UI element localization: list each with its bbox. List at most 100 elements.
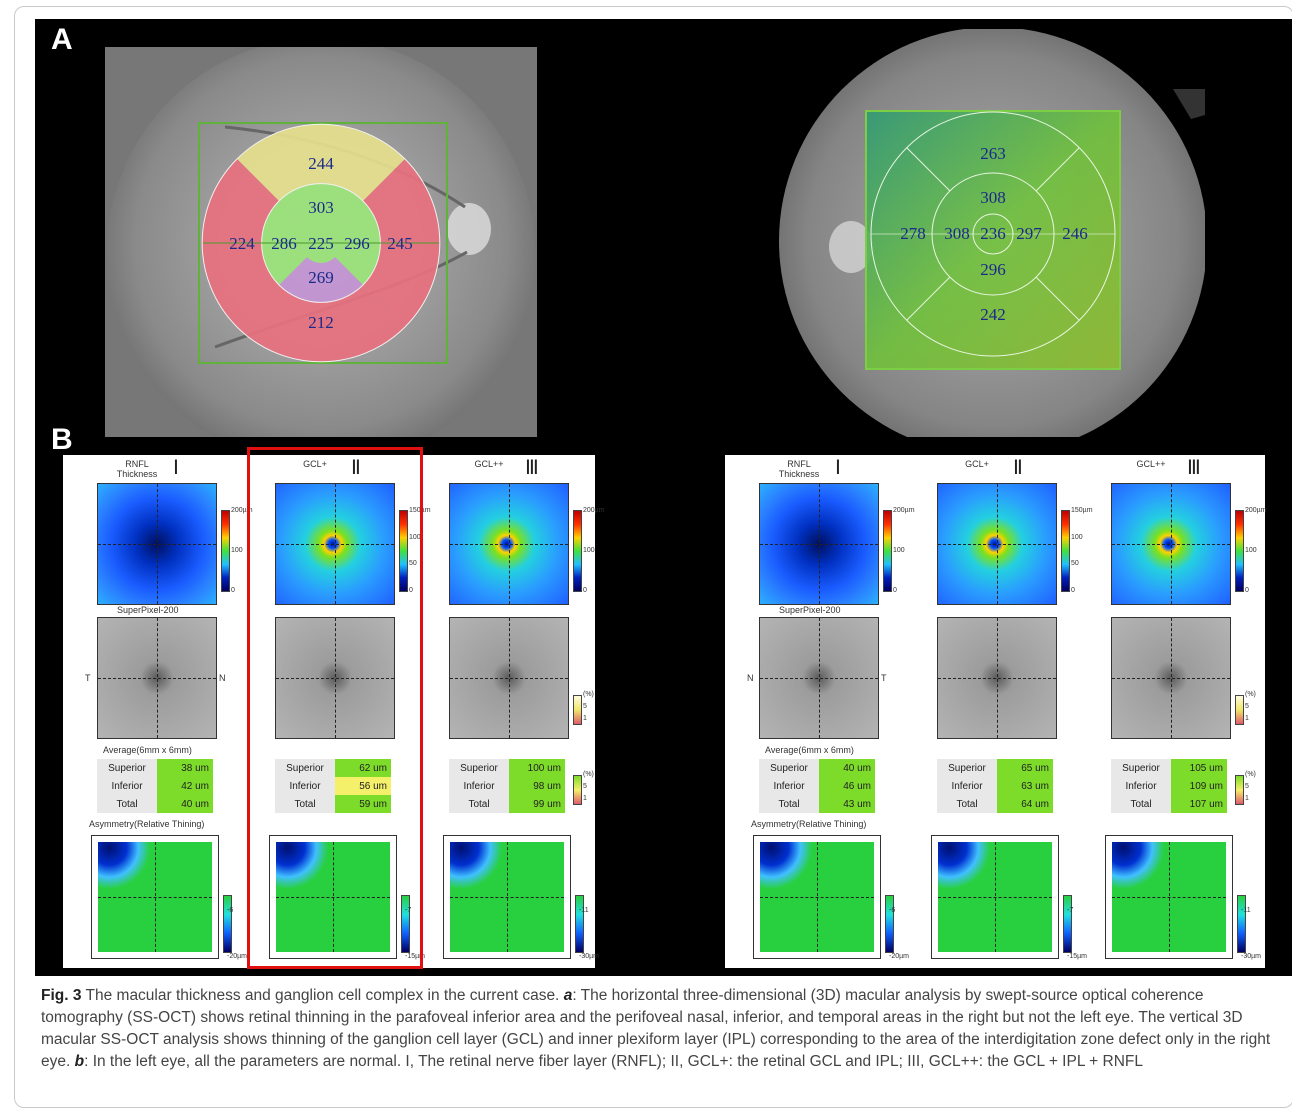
caption-a-label: a [563,987,573,1004]
row-value: 46 um [819,777,875,795]
row-value: 63 um [997,777,1053,795]
average-label: Average(6mm x 6mm) [765,745,854,755]
color-scale [399,510,408,592]
thickness-table: Superior 105 um Inferior 109 um Total 107 um [1111,759,1227,813]
table-row: Superior 100 um [449,759,565,777]
column-roman: Ⅱ [1013,457,1023,479]
table-row: Total 107 um [1111,795,1227,813]
map-crosshair [1171,618,1172,738]
map-crosshair [1169,842,1170,952]
row-value: 62 um [335,759,391,777]
row-label: Inferior [97,777,157,795]
scale-label: 0 [893,587,897,594]
scale-label: 50 [409,560,417,568]
map-crosshair [155,842,156,952]
superpixel-map [449,617,569,739]
scale-label: 200µm [1245,507,1267,514]
scale-label: 50 [1071,560,1079,568]
row-label: Superior [759,759,819,777]
scale-label: 100 [409,533,421,541]
percent-scale [1235,695,1244,725]
table-row: Total 64 um [937,795,1053,813]
map-crosshair [335,618,336,738]
table-row: Inferior 46 um [759,777,875,795]
right-inner-superior: 308 [980,188,1006,207]
scale-label: 200µm [231,507,253,514]
table-row: Superior 40 um [759,759,875,777]
fundus-right-drawing [779,27,1207,455]
scale-label: 150µm [1071,507,1093,514]
row-value: 43 um [819,795,875,813]
row-label: Inferior [449,777,509,795]
asymmetry-field [276,842,390,952]
map-crosshair [335,484,336,604]
lateral-label-left: T [85,673,91,683]
asymmetry-scale-label: -7 [1067,907,1074,914]
percent-label: 5 [1245,703,1249,710]
panel-label-b: B [51,423,73,456]
left-outer-temporal: 224 [229,234,255,253]
table-scale [573,775,582,805]
map-crosshair [995,842,996,952]
asymmetry-scale-label: -30µm [1241,953,1261,960]
asymmetry-map [931,835,1059,959]
row-label: Total [1111,795,1171,813]
left-inner-nasal: 296 [344,234,370,253]
thickness-map [449,483,569,605]
caption-b-text: : In the left eye, all the parameters ar… [84,1053,1144,1070]
asymmetry-map [91,835,219,959]
scale-label: 0 [231,587,235,594]
asymmetry-scale-label: -20µm [227,953,247,960]
table-row: Inferior 63 um [937,777,1053,795]
report-column-1: RNFL Thickness Ⅰ 200µm 100 0 SuperPixel-200 T N A… [77,455,253,968]
asymmetry-map [443,835,571,959]
right-inner-nasal: 297 [1016,224,1042,243]
superpixel-map [759,617,879,739]
asymmetry-field [98,842,212,952]
asymmetry-scale-label: -15µm [1067,953,1087,960]
right-outer-temporal: 278 [900,224,926,243]
percent-label: 5 [583,703,587,710]
asymmetry-scale [1063,895,1072,953]
column-roman: Ⅲ [525,457,539,479]
thickness-map [97,483,217,605]
asymmetry-map [269,835,397,959]
map-crosshair [997,484,998,604]
map-crosshair [819,484,820,604]
table-scale-label: 5 [1245,783,1249,790]
highlight-box-gcl-plus [247,447,423,969]
map-crosshair [509,618,510,738]
caption-intro: The macular thickness and ganglion cell … [81,987,564,1004]
scale-label: 200µm [893,507,915,514]
table-scale-label: 1 [1245,795,1249,802]
thickness-map [759,483,879,605]
figure-caption: Fig. 3 The macular thickness and ganglio… [41,985,1281,1073]
percent-label: 1 [1245,715,1249,722]
caption-b-label: b [74,1053,85,1070]
column-title: GCL++ [474,459,504,469]
row-value: 40 um [157,795,213,813]
average-label: Average(6mm x 6mm) [103,745,192,755]
asymmetry-scale-label: -6 [227,907,234,914]
superpixel-map [275,617,395,739]
left-outer-superior: 244 [308,154,334,173]
color-scale [883,510,892,592]
right-inner-temporal: 308 [944,224,970,243]
column-title: GCL+ [965,459,989,469]
color-scale [573,510,582,592]
asymmetry-scale [1237,895,1246,953]
asymmetry-map [1105,835,1233,959]
left-center: 225 [308,234,334,253]
column-title: GCL++ [1136,459,1166,469]
row-label: Total [759,795,819,813]
row-value: 40 um [819,759,875,777]
row-label: Total [97,795,157,813]
table-scale-label: 1 [583,795,587,802]
scale-label: 100 [893,547,905,554]
row-label: Superior [97,759,157,777]
thickness-table: Superior 38 um Inferior 42 um Total 40 um [97,759,213,813]
thickness-table: Superior 40 um Inferior 46 um Total 43 um [759,759,875,813]
asymmetry-scale-label: -11 [579,907,589,914]
scale-label: 0 [1245,587,1249,594]
thickness-map [937,483,1057,605]
